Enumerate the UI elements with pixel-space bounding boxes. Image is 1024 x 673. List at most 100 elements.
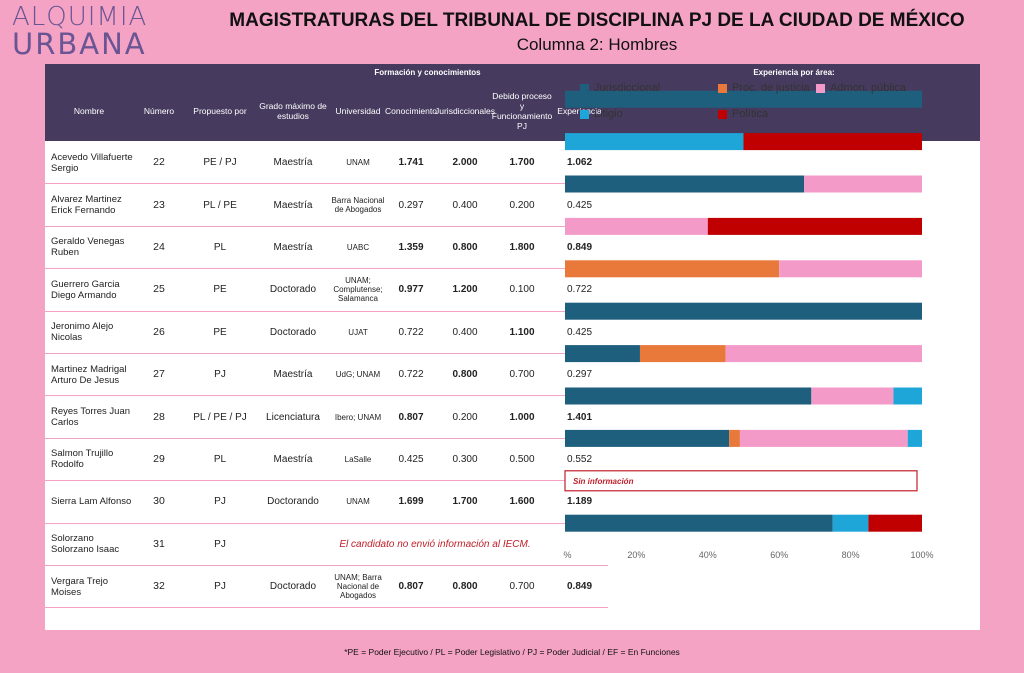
cell-grado: Doctorado — [269, 581, 317, 593]
cell-grado: Licenciatura — [266, 411, 320, 423]
cell-nombre: Alvarez Martinez Erick Fernando — [51, 194, 122, 217]
cell-propuesto: PE — [213, 284, 227, 296]
cell-conocimiento: 0.977 — [398, 284, 424, 296]
experience-stacked-bar-chart: Sin información 0% 20% 40% 60% 80% 100% — [563, 90, 934, 560]
col-header-debido: Debido proceso y Funcionamiento PJ — [491, 91, 553, 131]
cell-conocimiento: 1.359 — [398, 241, 424, 253]
cell-debido: 0.500 — [509, 453, 535, 465]
table-row: Solorzano Solorzano Isaac 31 PJ El candidat… — [45, 524, 608, 566]
cell-experiencia: 0.722 — [566, 284, 593, 296]
cell-experiencia: 1.401 — [566, 411, 593, 423]
cell-conocimiento: 0.425 — [398, 453, 424, 465]
bar-segment-jurisdiccional — [565, 175, 805, 193]
cell-conocimiento: 0.807 — [398, 581, 424, 593]
cell-debido: 0.700 — [509, 581, 535, 593]
legend-item: Litigio — [580, 108, 623, 120]
cell-propuesto: PL / PE / PJ — [193, 411, 247, 423]
cell-grado: Doctorado — [269, 326, 317, 338]
page-subtitle: Columna 2: Hombres — [516, 35, 678, 54]
cell-conocimiento: 0.722 — [398, 326, 424, 338]
bar-segment-litigio — [832, 514, 869, 532]
bar-segment-litigio — [907, 429, 922, 447]
col-header-jurisdiccionales: Jurisdiccionales — [435, 106, 495, 116]
bar-segment-litigio — [565, 133, 744, 151]
cell-propuesto: PJ — [214, 496, 226, 508]
cell-experiencia: 0.849 — [566, 581, 593, 593]
legend-item: Jurisdiccional — [580, 82, 660, 94]
legend-swatch — [580, 109, 589, 119]
x-tick-label: 0% — [563, 550, 572, 560]
cell-experiencia: 0.849 — [566, 241, 593, 253]
bar-segment-admon-p-blica — [565, 217, 708, 235]
cell-universidad: LaSalle — [344, 454, 372, 464]
bar-segment-jurisdiccional — [565, 302, 922, 320]
cell-debido: 1.600 — [509, 496, 535, 508]
cell-nombre: Vergara Trejo Moises — [51, 575, 109, 598]
no-info-message: El candidato no envió información al IEC… — [339, 538, 531, 550]
cell-jurisdiccionales: 0.400 — [452, 199, 478, 211]
col-header-nombre: Nombre — [73, 106, 105, 116]
cell-jurisdiccionales: 2.000 — [452, 157, 478, 169]
cell-universidad: UdG; UNAM — [335, 370, 381, 380]
cell-jurisdiccionales: 1.700 — [452, 496, 478, 508]
cell-experiencia: 1.189 — [566, 496, 593, 508]
cell-conocimiento: 0.297 — [398, 199, 424, 211]
table-row: Jeronimo Alejo Nicolas 26 PE Doctorado UJAT 0… — [45, 312, 608, 354]
x-tick-label: 60% — [770, 550, 788, 560]
cell-universidad: UNAM; Complutense; Salamanca — [333, 276, 383, 304]
logo-line-1: ALQUIMIA — [12, 2, 148, 32]
cell-universidad: Barra Nacional de Abogados — [331, 196, 385, 215]
legend-label: Jurisdiccional — [594, 82, 661, 94]
bar-segment-admon-p-blica — [779, 260, 922, 278]
legend-swatch — [718, 109, 727, 119]
bar-segment-admon-p-blica — [739, 429, 908, 447]
cell-nombre: Solorzano Solorzano Isaac — [51, 533, 120, 556]
table-row: Guerrero Garcia Diego Armando 25 PE Doctora… — [45, 269, 608, 312]
no-data-label: Sin información — [573, 477, 634, 486]
bar-segment-jurisdiccional — [565, 387, 812, 405]
cell-grado: Maestría — [273, 369, 313, 381]
col-header-grado: Grado máximo de estudios — [259, 101, 327, 121]
cell-experiencia: 0.552 — [566, 453, 593, 465]
cell-conocimiento: 1.741 — [398, 157, 424, 169]
cell-nombre: Guerrero Garcia Diego Armando — [51, 278, 120, 301]
alquimia-urbana-logo: ALQUIMIA URBANA — [12, 2, 162, 61]
table-row: Alvarez Martinez Erick Fernando 23 PL / PE… — [45, 184, 608, 227]
table-row: Acevedo Villafuerte Sergio 22 PE / PJ Maest… — [45, 142, 608, 185]
legend-item: Admon. pública — [816, 82, 906, 94]
cell-conocimiento: 0.807 — [398, 411, 424, 423]
cell-numero: 22 — [153, 156, 165, 169]
cell-universidad: UNAM; Barra Nacional de Abogados — [334, 573, 382, 601]
bar-segment-admon-p-blica — [811, 387, 894, 405]
bar-segment-jurisdiccional — [565, 90, 922, 108]
col-header-universidad: Universidad — [335, 106, 381, 116]
cell-nombre: Martinez Madrigal Arturo De Jesus — [51, 363, 127, 386]
cell-jurisdiccionales: 0.800 — [452, 369, 478, 381]
legend-swatch — [816, 83, 825, 93]
cell-nombre: Jeronimo Alejo Nicolas — [51, 321, 114, 344]
table-row: Vergara Trejo Moises 32 PJ Doctorado UNAM; B… — [45, 566, 608, 609]
cell-nombre: Sierra Lam Alfonso — [51, 496, 132, 508]
bar-segment-jurisdiccional — [565, 429, 730, 447]
cell-propuesto: PL / PE — [203, 199, 237, 211]
cell-jurisdiccionales: 0.800 — [452, 241, 478, 253]
cell-propuesto: PJ — [214, 369, 226, 381]
cell-nombre: Geraldo Venegas Ruben — [51, 236, 125, 259]
cell-debido: 1.100 — [509, 326, 535, 338]
bar-segment-pol-tica — [707, 217, 922, 235]
cell-debido: 1.800 — [509, 241, 535, 253]
cell-debido: 1.700 — [509, 157, 535, 169]
cell-numero: 31 — [153, 537, 165, 550]
cell-grado: Maestría — [273, 241, 313, 253]
col-header-numero: Número — [143, 106, 175, 116]
cell-propuesto: PE — [213, 326, 227, 338]
legend-label: Litigio — [594, 108, 623, 120]
cell-universidad: UJAT — [348, 327, 368, 337]
col-header-experiencia: Experiencia — [551, 82, 608, 140]
legend-item: Proc. de justicia — [718, 82, 810, 94]
cell-propuesto: PJ — [214, 581, 226, 593]
cell-propuesto: PL — [213, 241, 227, 253]
cell-debido: 0.200 — [509, 199, 535, 211]
cell-grado: Maestría — [273, 453, 313, 465]
logo-line-2: URBANA — [12, 27, 147, 61]
